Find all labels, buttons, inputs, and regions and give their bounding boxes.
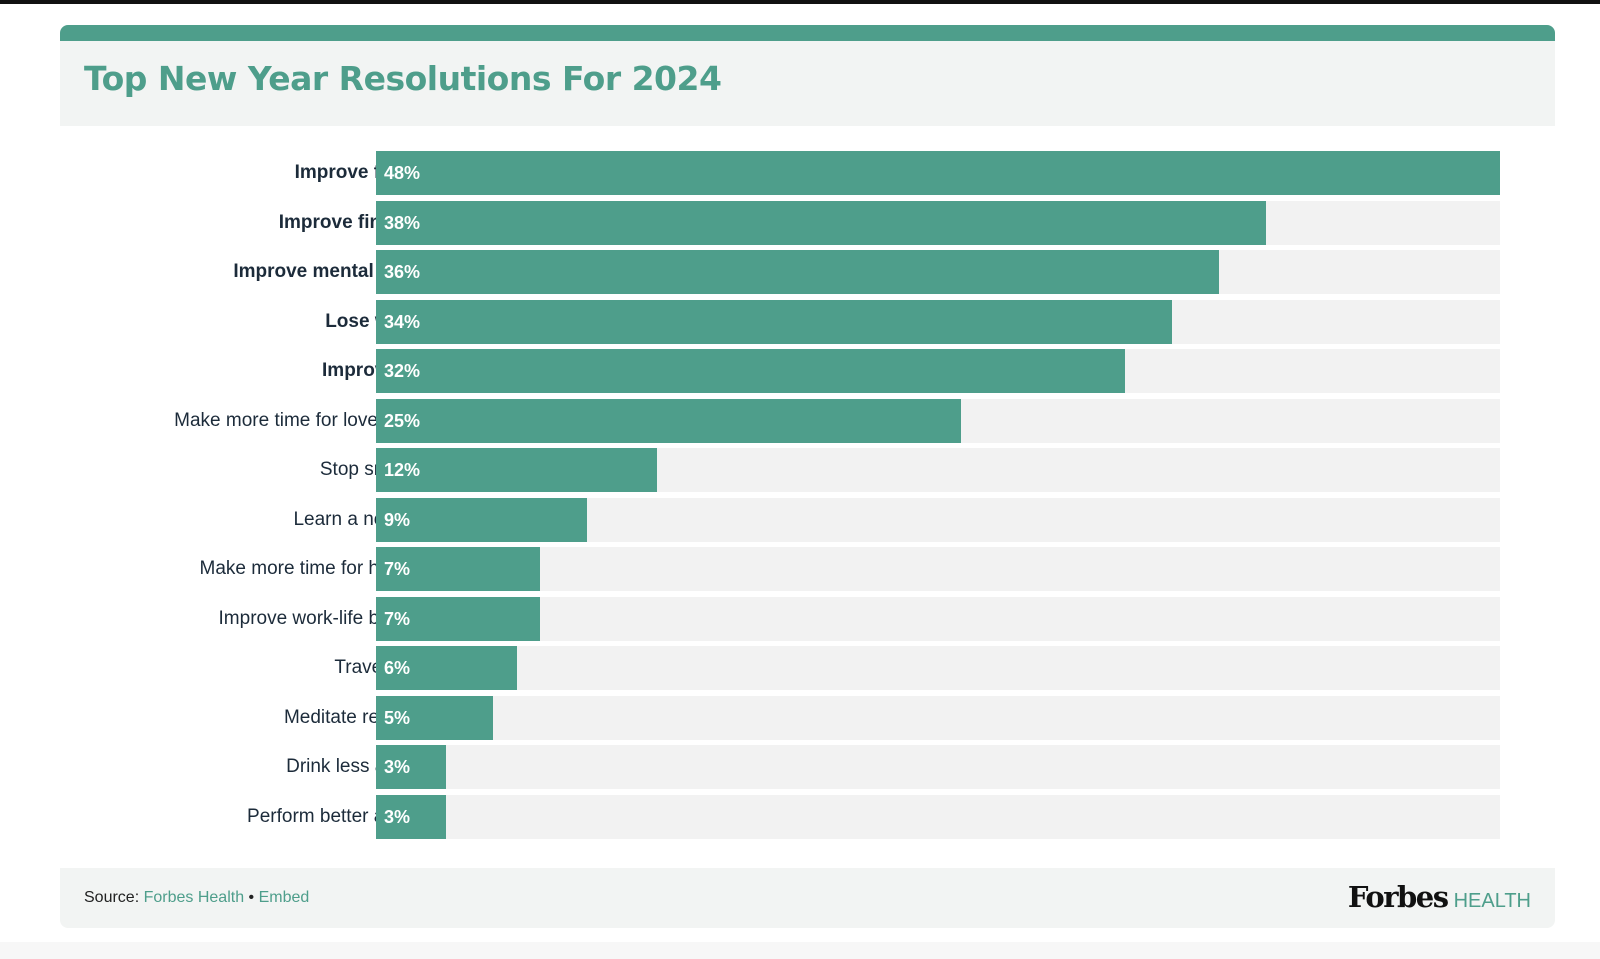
bar-row: Improve finances 38% <box>60 200 1555 245</box>
bar-track: 9% <box>376 497 1500 542</box>
bar-value-label: 38% <box>384 212 421 233</box>
bar-track: 3% <box>376 794 1500 839</box>
bar: 48% <box>376 151 1500 195</box>
bar: 36% <box>376 250 1219 294</box>
bar-row: Lose weight34% <box>60 299 1555 344</box>
bar-row: Meditate regularly 5% <box>60 695 1555 740</box>
bar-row: Stop smoking12% <box>60 448 1555 492</box>
separator-dot: • <box>248 889 255 906</box>
chart-card: Top New Year Resolutions For 2024 Improv… <box>0 4 1600 942</box>
bar-track: 36% <box>376 250 1500 294</box>
bar-track: 12% <box>376 448 1500 492</box>
bar-track: 32% <box>376 349 1500 393</box>
bar-value-label: 7% <box>384 559 411 579</box>
bar-track: 38% <box>376 200 1500 245</box>
bar-value-label: 36% <box>384 262 421 282</box>
bar: 6% <box>376 646 517 690</box>
category-label: Make more time for loved ones <box>174 409 435 431</box>
brand-name: Forbes <box>1347 880 1449 914</box>
bar-track: 25% <box>376 398 1500 443</box>
bar-row: Travel more6% <box>60 646 1555 690</box>
bar: 5% <box>376 695 493 740</box>
bar-value-label: 7% <box>384 608 411 629</box>
bar-value-label: 3% <box>384 806 411 827</box>
bar-value-label: 5% <box>384 707 411 728</box>
bar-track: 3% <box>376 745 1500 789</box>
source-line: Source: Forbes Health • Embed <box>84 868 309 928</box>
bar-track: 34% <box>376 299 1500 344</box>
bar: 9% <box>376 497 587 542</box>
bar: 12% <box>376 448 657 492</box>
bar: 32% <box>376 349 1125 393</box>
bar: 34% <box>376 299 1172 344</box>
bar: 7% <box>376 596 540 641</box>
bar-chart: Improve fitness 48% Improve finances 38% Imp… <box>60 151 1555 851</box>
bar-row: Make more time for hobbies 7% <box>60 547 1555 591</box>
page-bottom <box>0 942 1600 959</box>
bar-row: Improve diet32% <box>60 349 1555 393</box>
source-label: Source: <box>84 889 140 906</box>
bar-row: Improve work-life balance 7% <box>60 596 1555 641</box>
bar-value-label: 9% <box>384 509 411 530</box>
bar-row: Improve fitness 48% <box>60 151 1555 195</box>
bar: 7% <box>376 547 540 591</box>
bar: 3% <box>376 745 446 789</box>
bar-track: 7% <box>376 596 1500 641</box>
bar-track: 48% <box>376 151 1500 195</box>
bar-value-label: 25% <box>384 410 421 431</box>
forbes-health-logo: Forbes HEALTH <box>1348 880 1531 916</box>
bar-value-label: 34% <box>384 311 421 332</box>
bar-row: Drink less alcohol 3% <box>60 745 1555 789</box>
bar: 38% <box>376 200 1266 245</box>
chart-footer: Source: Forbes Health • Embed Forbes HEAL… <box>60 868 1555 928</box>
chart-title: Top New Year Resolutions For 2024 <box>84 59 722 98</box>
embed-link[interactable]: Embed <box>258 889 310 906</box>
bar: 3% <box>376 794 446 839</box>
bar-value-label: 48% <box>384 163 421 183</box>
brand-sub: HEALTH <box>1453 890 1531 912</box>
top-border <box>0 0 1600 4</box>
bar-row: Learn a new skill 9% <box>60 497 1555 542</box>
bar-value-label: 6% <box>384 658 411 678</box>
bar-value-label: 32% <box>384 361 421 381</box>
bar-row: Improve mental health 36% <box>60 250 1555 294</box>
bar-row: Perform better at work 3% <box>60 794 1555 839</box>
bar-value-label: 12% <box>384 460 421 480</box>
source-link[interactable]: Forbes Health <box>143 889 245 906</box>
bar: 25% <box>376 398 961 443</box>
bar-track: 7% <box>376 547 1500 591</box>
bar-track: 5% <box>376 695 1500 740</box>
bar-track: 6% <box>376 646 1500 690</box>
bar-row: Make more time for loved ones 25% <box>60 398 1555 443</box>
bar-value-label: 3% <box>384 757 411 777</box>
chart-header: Top New Year Resolutions For 2024 <box>60 25 1555 126</box>
